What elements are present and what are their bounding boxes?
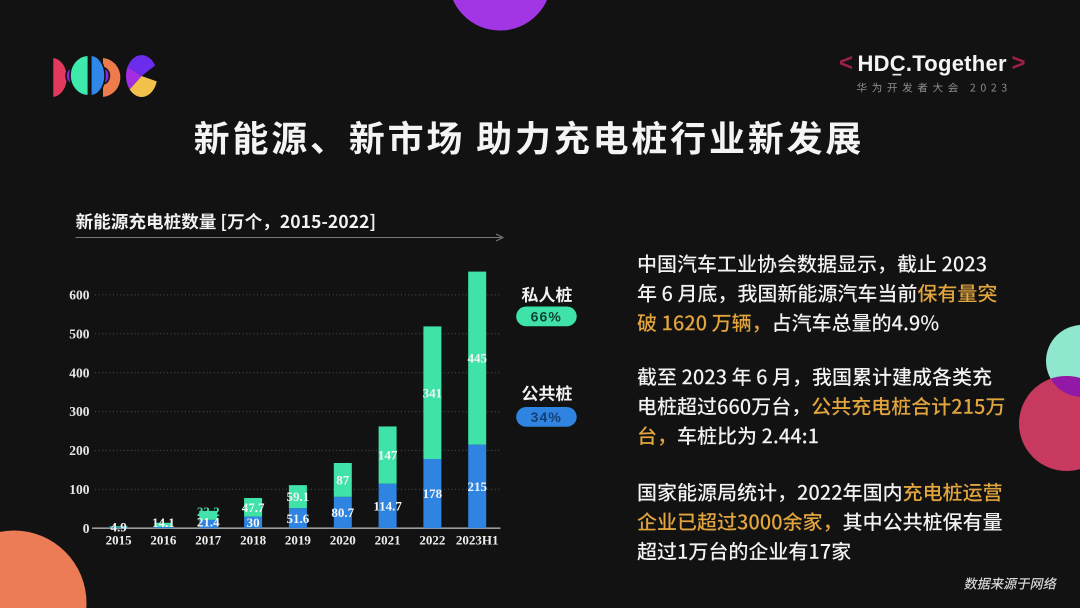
svg-text:34%: 34%: [531, 409, 562, 425]
svg-text:2022: 2022: [419, 532, 445, 547]
svg-text:147: 147: [378, 448, 398, 463]
svg-text:59.1: 59.1: [287, 489, 310, 504]
svg-text:400: 400: [69, 365, 90, 380]
svg-text:4.9: 4.9: [110, 520, 127, 535]
svg-text:14.1: 14.1: [152, 515, 175, 530]
svg-text:66%: 66%: [531, 308, 562, 324]
svg-text:0: 0: [83, 521, 90, 536]
svg-text:2018: 2018: [240, 532, 267, 547]
svg-text:>: >: [1012, 50, 1026, 77]
svg-text:215: 215: [467, 479, 487, 494]
svg-text:<: <: [839, 50, 853, 77]
svg-text:2016: 2016: [150, 532, 177, 547]
svg-text:51.6: 51.6: [287, 511, 310, 526]
svg-text:500: 500: [69, 326, 90, 341]
svg-text:2020: 2020: [330, 532, 356, 547]
svg-text:2017: 2017: [195, 532, 222, 547]
svg-text:80.7: 80.7: [331, 505, 354, 520]
svg-text:21.4: 21.4: [197, 514, 220, 529]
svg-text:2021: 2021: [375, 532, 401, 547]
svg-text:30: 30: [247, 515, 260, 530]
svg-text:23.2: 23.2: [197, 504, 220, 519]
svg-text:2015: 2015: [106, 532, 133, 547]
svg-text:300: 300: [69, 404, 90, 419]
svg-text:HDC.Together: HDC.Together: [858, 51, 1007, 76]
svg-text:100: 100: [69, 482, 90, 497]
svg-text:114.7: 114.7: [373, 499, 402, 514]
svg-text:2019: 2019: [285, 532, 312, 547]
svg-text:178: 178: [423, 486, 443, 501]
svg-text:87: 87: [336, 473, 350, 488]
svg-text:2023H1: 2023H1: [456, 532, 499, 547]
svg-text:200: 200: [69, 443, 90, 458]
svg-text:445: 445: [467, 351, 487, 366]
svg-text:600: 600: [69, 288, 90, 303]
svg-text:341: 341: [423, 385, 443, 400]
svg-text:47.7: 47.7: [242, 500, 265, 515]
